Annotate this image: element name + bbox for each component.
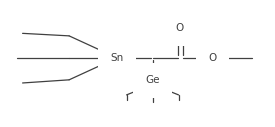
Text: O: O (176, 23, 184, 33)
Text: O: O (209, 53, 217, 63)
Text: Sn: Sn (110, 53, 123, 63)
Text: Ge: Ge (145, 75, 160, 85)
